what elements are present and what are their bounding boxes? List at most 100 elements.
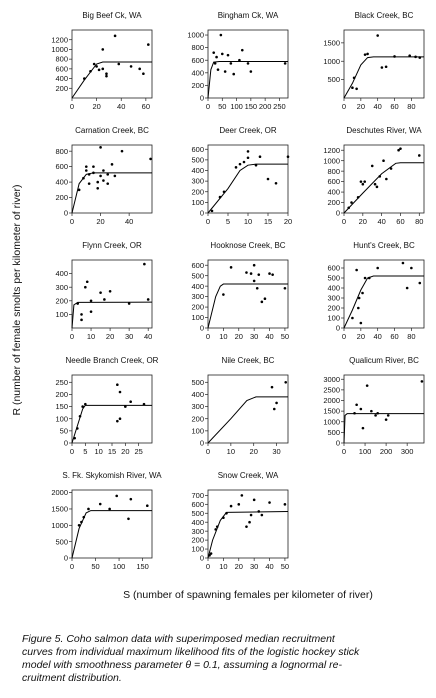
x-tick-label: 0 [70,562,74,571]
data-point [80,520,83,524]
y-tick-label: 250 [55,378,68,387]
data-point [82,515,86,519]
data-point [418,281,422,285]
y-tick-label: 800 [191,43,204,52]
panel: Deschutes River, WA020040060080010001200… [323,126,425,226]
y-tick-label: 400 [55,74,68,83]
plot-frame [71,29,153,99]
data-point [257,510,261,513]
data-point [84,169,88,172]
data-point [118,390,122,394]
y-tick-label: 200 [55,193,68,202]
data-point [240,494,244,497]
data-point [376,411,379,415]
y-tick-label: 600 [327,264,340,273]
y-tick-label: 300 [327,294,340,303]
data-point [249,513,253,517]
data-point [129,65,133,68]
data-point [350,201,353,204]
data-point [105,74,108,78]
data-point [127,302,131,305]
data-point [356,196,360,199]
x-tick-label: 100 [113,562,126,571]
data-point [92,165,95,168]
data-point [258,155,262,158]
x-tick-label: 20 [121,447,129,456]
y-tick-label: 300 [191,527,204,536]
data-point [218,195,222,199]
y-tick-label: 200 [55,390,68,399]
data-point [108,507,111,511]
x-tick-label: 250 [273,102,286,111]
data-point [260,513,264,517]
data-point [89,299,93,303]
data-point [352,76,356,80]
x-tick-label: 20 [235,562,243,571]
fit-curve [343,56,424,99]
y-tick-label: 600 [327,177,340,186]
data-point [85,280,89,284]
panel: Nile Creek, BC 0 100 200 300 400 500 0 10 20 30 [191,356,289,456]
x-tick-label: 60 [142,102,150,111]
y-axis-label: R (number of female smolts per kilometer… [11,184,23,415]
data-point [80,313,83,316]
x-tick-label: 40 [117,102,125,111]
panel-title: Nile Creek, BC [222,356,275,365]
x-tick-label: 150 [136,562,149,571]
data-point [355,268,358,272]
data-point [284,380,288,384]
data-point [376,266,379,270]
data-point [138,67,141,71]
y-tick-label: 500 [191,509,204,518]
data-point [399,147,402,150]
x-tick-label: 80 [407,102,415,111]
y-tick-label: 400 [191,518,204,527]
data-point [255,286,259,290]
x-tick-label: 40 [144,332,152,341]
data-point [110,163,114,166]
data-point [216,68,220,71]
y-tick-label: 0 [64,439,68,448]
x-tick-label: 20 [96,217,104,226]
data-point [238,58,241,62]
data-point [80,318,83,322]
panel-title: Big Beef Ck, WA [82,11,142,20]
y-tick-label: 1000 [323,57,340,66]
data-point [84,285,87,289]
data-point [96,186,100,190]
y-tick-label: 200 [55,84,68,93]
data-point [359,407,363,411]
x-tick-label: 10 [227,447,235,456]
y-tick-label: 0 [336,324,340,333]
y-tick-label: 1200 [323,146,340,155]
y-tick-label: 0 [336,439,340,448]
x-tick-label: 10 [219,562,227,571]
data-point [382,159,385,162]
data-point [77,188,81,192]
data-point [266,177,270,181]
y-tick-label: 200 [191,414,204,423]
data-point [405,286,409,290]
data-point [98,502,102,506]
y-tick-label: 400 [191,282,204,291]
y-tick-label: 400 [191,166,204,175]
y-tick-label: 200 [191,536,204,545]
data-point [102,179,105,182]
data-point [257,273,261,276]
x-tick-label: 0 [342,447,346,456]
x-tick-label: 10 [244,217,252,226]
panel-title: S. Fk. Skykomish River, WA [62,471,162,480]
data-point [99,291,102,294]
panel-title: Hunt's Creek, BC [353,241,415,250]
y-tick-label: 400 [327,188,340,197]
y-tick-label: 2000 [51,488,68,497]
data-point [102,169,105,172]
y-tick-label: 1000 [187,31,204,40]
x-tick-label: 10 [94,447,102,456]
x-tick-label: 40 [377,217,385,226]
data-point [375,185,379,189]
data-point [87,507,90,511]
x-tick-label: 0 [342,217,346,226]
x-tick-label: 60 [390,332,398,341]
data-point [246,150,250,153]
